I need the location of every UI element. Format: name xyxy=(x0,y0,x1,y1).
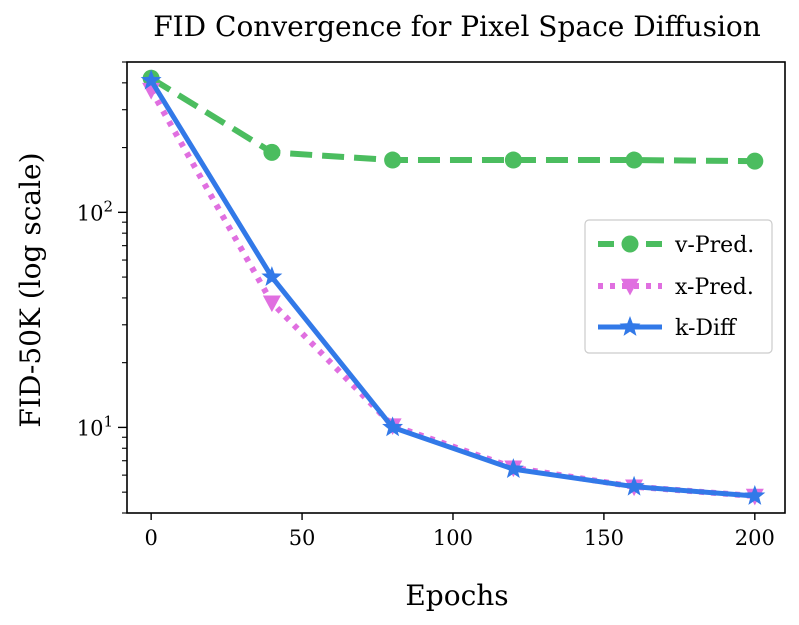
point-star xyxy=(382,416,404,437)
y-axis-ticks: 101 102 xyxy=(77,61,127,514)
x-tick-label: 50 xyxy=(289,526,316,550)
point-circle xyxy=(504,151,522,169)
point-circle xyxy=(621,235,639,253)
series-line xyxy=(149,79,756,499)
point-circle xyxy=(746,152,764,170)
x-tick-label: 200 xyxy=(735,526,775,550)
legend-label: v-Pred. xyxy=(674,233,754,258)
x-axis-ticks: 0 50 100 150 200 xyxy=(144,513,775,550)
point-star xyxy=(619,316,641,336)
point-star xyxy=(623,475,645,496)
legend-label: x-Pred. xyxy=(675,275,754,300)
point-star xyxy=(140,69,162,90)
point-star xyxy=(744,484,766,505)
legend-entry: k-Diff xyxy=(598,316,737,341)
y-axis-label: FID-50K (log scale) xyxy=(14,152,47,427)
legend: v-Pred. x-Pred. k-Diff xyxy=(584,219,773,354)
x-tick-label: 100 xyxy=(433,526,473,550)
x-tick-label: 0 xyxy=(144,526,157,550)
point-star xyxy=(261,266,283,286)
point-circle xyxy=(384,151,402,169)
y-tick-label: 101 xyxy=(77,412,113,440)
series-layer xyxy=(140,69,766,506)
x-tick-label: 150 xyxy=(584,526,624,550)
series-line xyxy=(149,75,755,165)
point-triangle xyxy=(262,295,281,313)
point-circle xyxy=(625,151,643,169)
point-circle xyxy=(263,143,281,161)
legend-entry: v-Pred. xyxy=(598,233,754,258)
legend-box xyxy=(584,219,773,354)
chart-title: FID Convergence for Pixel Space Diffusio… xyxy=(153,10,761,43)
y-tick-label: 102 xyxy=(77,197,113,225)
legend-entry: x-Pred. xyxy=(598,275,754,300)
point-triangle xyxy=(621,278,639,296)
point-star xyxy=(502,458,524,478)
series-k-diff xyxy=(140,69,766,505)
legend-label: k-Diff xyxy=(675,316,737,341)
x-axis-label: Epochs xyxy=(405,579,508,612)
